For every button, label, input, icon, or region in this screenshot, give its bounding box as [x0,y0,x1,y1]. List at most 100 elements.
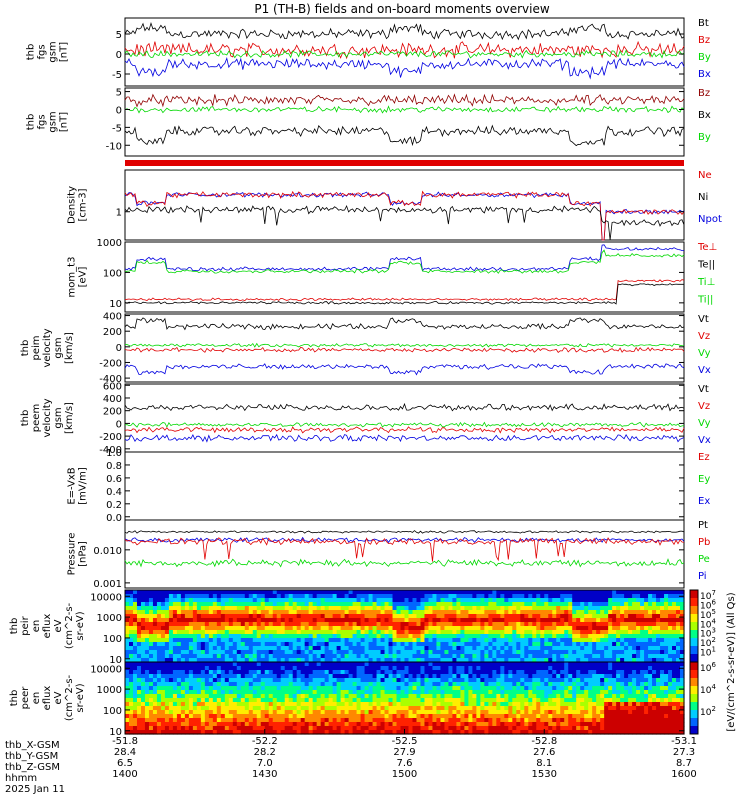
spectrogram-cell [452,678,457,683]
spectrogram-cell [516,722,521,727]
spectrogram-cell [125,646,130,651]
spectrogram-cell [484,590,489,595]
spectrogram-cell [584,670,589,675]
spectrogram-cell [516,718,521,723]
spectrogram-cell [468,626,473,631]
spectrogram-cell [472,666,477,671]
spectrogram-cell [508,690,513,695]
spectrogram-cell [344,658,350,663]
spectrogram-cell [172,654,178,659]
spectrogram-cell [676,710,681,715]
spectrogram-cell [280,714,286,719]
spectrogram-cell [396,598,402,603]
spectrogram-cell [444,630,450,635]
spectrogram-cell [556,682,561,687]
spectrogram-cell [388,590,394,595]
spectrogram-cell [156,610,162,615]
spectrogram-cell [492,654,497,659]
spectrogram-cell [640,698,645,703]
spectrogram-cell [125,618,130,623]
spectrogram-cell [144,670,150,675]
spectrogram-cell [544,606,549,611]
spectrogram-cell [452,706,457,711]
spectrogram-cell [372,694,378,699]
spectrogram-cell [252,614,258,619]
spectrogram-cell [528,710,533,715]
spectrogram-cell [320,670,326,675]
spectrogram-cell [464,642,469,647]
spectrogram-cell [376,710,382,715]
spectrogram-cell [660,654,665,659]
spectrogram-cell [484,686,489,691]
spectrogram-cell [240,606,246,611]
spectrogram-cell [260,630,266,635]
spectrogram-cell [440,606,446,611]
spectrogram-cell [372,706,378,711]
spectrogram-cell [608,682,613,687]
spectrogram-cell [492,606,497,611]
spectrogram-cell [216,690,222,695]
spectrogram-cell [468,682,473,687]
spectrogram-cell [556,646,561,651]
spectrogram-cell [280,658,286,663]
spectrogram-cell [640,706,645,711]
spectrogram-cell [216,638,222,643]
spectrogram-cell [600,706,605,711]
spectrogram-cell [592,654,597,659]
spectrogram-cell [236,686,242,691]
spectrogram-cell [564,694,569,699]
spectrogram-cell [304,702,310,707]
spectrogram-cell [464,610,469,615]
spectrogram-cell [444,618,450,623]
spectrogram-cell [640,702,645,707]
spectrogram-cell [484,606,489,611]
spectrogram-cell [512,622,517,627]
spectrogram-cell [416,682,422,687]
spectrogram-cell [492,622,497,627]
spectrogram-cell [608,598,613,603]
spectrogram-cell [532,670,537,675]
spectrogram-cell [452,610,457,615]
spectrogram-cell [468,598,473,603]
spectrogram-cell [616,690,621,695]
spectrogram-cell [132,630,138,635]
spectrogram-cell [492,670,497,675]
spectrogram-cell [244,614,250,619]
spectrogram-cell [192,622,198,627]
spectrogram-cell [500,602,505,607]
spectrogram-cell [204,674,210,679]
spectrogram-cell [376,610,382,615]
spectrogram-cell [384,666,390,671]
spectrogram-cell [344,654,350,659]
spectrogram-cell [412,674,418,679]
spectrogram-cell [412,670,418,675]
spectrogram-cell [432,634,438,639]
spectrogram-cell [508,686,513,691]
spectrogram-cell [400,630,406,635]
spectrogram-cell [588,638,593,643]
spectrogram-cell [136,622,142,627]
spectrogram-cell [328,698,334,703]
spectrogram-cell [388,670,394,675]
spectrogram-cell [344,590,350,595]
spectrogram-cell [544,698,549,703]
spectrogram-cell [388,650,394,655]
spectrogram-cell [640,602,645,607]
spectrogram-cell [400,710,406,715]
spectrogram-cell [200,710,206,715]
spectrogram-cell [572,594,577,599]
spectrogram-cell [220,714,226,719]
y-label-line: fgs [37,114,48,129]
spectrogram-cell [464,682,469,687]
spectrogram-cell [152,654,158,659]
spectrogram-cell [444,706,450,711]
spectrogram-cell [388,614,394,619]
spectrogram-cell [180,602,186,607]
spectrogram-cell [368,702,374,707]
spectrogram-cell [468,722,473,727]
spectrogram-cell [564,630,569,635]
spectrogram-cell [444,694,450,699]
spectrogram-cell [560,678,565,683]
spectrogram-cell [588,702,593,707]
spectrogram-cell [156,606,162,611]
